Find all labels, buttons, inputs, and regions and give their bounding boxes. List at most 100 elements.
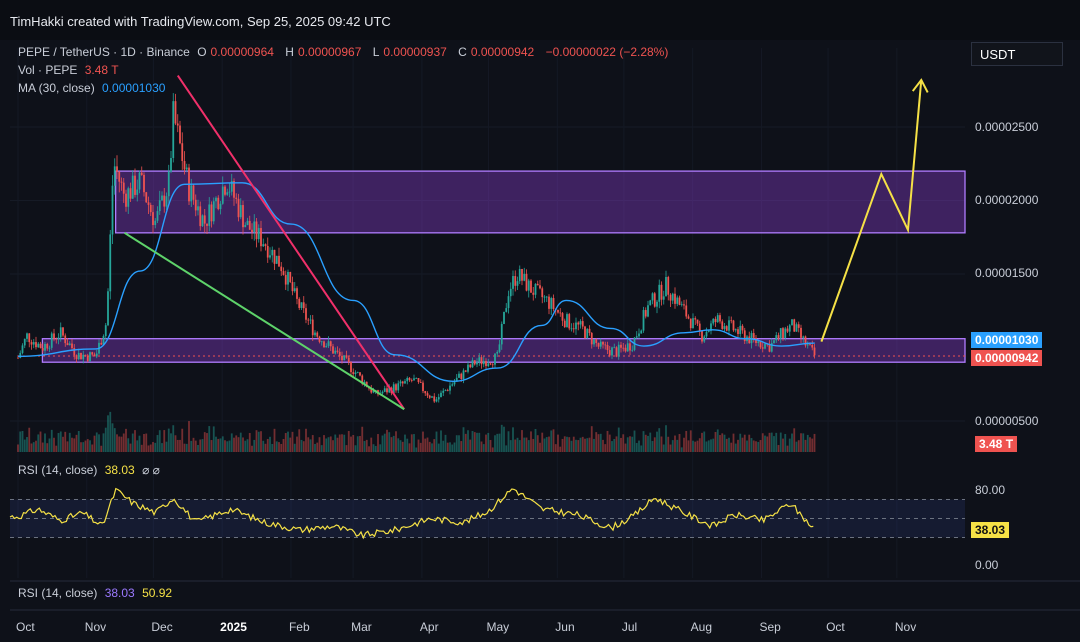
volume-bar	[651, 441, 654, 452]
candle-body	[426, 393, 429, 396]
rsi-tag: 38.03	[971, 522, 1010, 538]
volume-tag: 3.48 T	[975, 436, 1018, 452]
candle-body	[685, 305, 688, 317]
volume-bar	[125, 428, 127, 452]
candle-body	[716, 315, 719, 323]
candle-body	[197, 206, 199, 211]
volume-bar	[748, 434, 751, 452]
candle-body	[264, 244, 267, 246]
price-chart[interactable]	[0, 40, 1080, 642]
volume-bar	[354, 445, 357, 452]
volume-bar	[674, 435, 676, 452]
volume-bar	[579, 437, 582, 452]
volume-bar	[806, 434, 809, 452]
candle-body	[359, 372, 361, 376]
candle-body	[489, 363, 492, 365]
candle-body	[437, 397, 440, 400]
volume-bar	[246, 439, 249, 452]
candle-body	[149, 204, 152, 213]
volume-bar	[525, 437, 528, 452]
candle-body	[221, 186, 224, 204]
volume-bar	[120, 436, 123, 452]
candle-body	[642, 310, 645, 331]
volume-bar	[550, 430, 553, 452]
volume-bar	[768, 432, 771, 452]
candle-body	[595, 339, 598, 343]
volume-bar	[631, 436, 634, 452]
candle-body	[356, 372, 359, 374]
volume-bar	[66, 441, 69, 452]
volume-bar	[590, 426, 593, 452]
candle-body	[138, 172, 141, 190]
volume-bar	[716, 429, 719, 452]
volume-bar	[111, 423, 114, 452]
volume-bar	[656, 431, 658, 452]
volume-bar	[685, 430, 688, 452]
candle-body	[255, 221, 258, 240]
candle-body	[590, 332, 593, 345]
volume-bar	[464, 433, 467, 452]
candle-body	[347, 357, 350, 363]
x-tick: 2025	[220, 620, 247, 634]
rsi-icons[interactable]: ⌀ ⌀	[142, 463, 160, 477]
candle-body	[656, 301, 658, 307]
volume-bar	[30, 443, 33, 452]
volume-bar	[37, 434, 40, 452]
credit-text: TimHakki created with TradingView.com, S…	[10, 14, 391, 29]
volume-bar	[347, 430, 350, 452]
candle-body	[712, 318, 715, 324]
volume-bar	[401, 441, 404, 452]
volume-bar	[813, 433, 816, 452]
candle-body	[417, 378, 420, 383]
volume-bar	[635, 443, 638, 452]
candle-body	[773, 340, 775, 344]
volume-bar	[701, 432, 703, 452]
close-price-tag: 0.00000942	[971, 350, 1043, 366]
volume-bar	[671, 440, 674, 452]
candle-body	[714, 318, 717, 323]
volume-bar	[320, 445, 323, 452]
volume-bar	[233, 437, 235, 452]
volume-bar	[541, 432, 544, 452]
candle-body	[737, 329, 739, 334]
candle-body	[161, 195, 163, 201]
volume-bar	[95, 432, 98, 452]
volume-bar	[309, 439, 312, 452]
volume-bar	[291, 431, 294, 452]
volume-bar	[68, 432, 71, 452]
candle-body	[392, 384, 395, 394]
low-label: L	[372, 45, 380, 59]
candle-body	[419, 382, 422, 383]
candle-body	[239, 205, 242, 218]
candle-body	[77, 352, 80, 360]
volume-bar	[782, 438, 784, 452]
currency-button[interactable]: USDT	[971, 42, 1063, 66]
volume-bar	[595, 432, 598, 452]
candle-body	[89, 352, 91, 362]
volume-bar	[640, 445, 643, 452]
candle-body	[485, 360, 487, 367]
candle-body	[165, 196, 168, 207]
volume-bar	[352, 435, 355, 452]
candle-body	[750, 333, 753, 344]
volume-bar	[788, 438, 791, 452]
candle-body	[748, 336, 751, 344]
volume-bar	[482, 444, 485, 452]
candle-body	[224, 186, 226, 195]
candle-body	[300, 302, 303, 308]
candle-body	[183, 161, 186, 170]
volume-bar	[800, 433, 802, 452]
volume-bar	[174, 435, 177, 452]
volume-bar	[325, 438, 328, 452]
candle-body	[422, 382, 424, 392]
y-tick: 0.00002000	[975, 193, 1039, 207]
volume-bar	[557, 434, 559, 452]
candle-body	[44, 343, 46, 351]
volume-bar	[521, 430, 523, 452]
change-value: −0.00000022 (−2.28%)	[545, 45, 669, 59]
legend-volume: Vol · PEPE 3.48 T	[18, 63, 123, 77]
candle-body	[395, 384, 397, 391]
volume-bar	[491, 447, 494, 452]
candle-body	[345, 355, 348, 358]
volume-bar	[503, 426, 505, 452]
